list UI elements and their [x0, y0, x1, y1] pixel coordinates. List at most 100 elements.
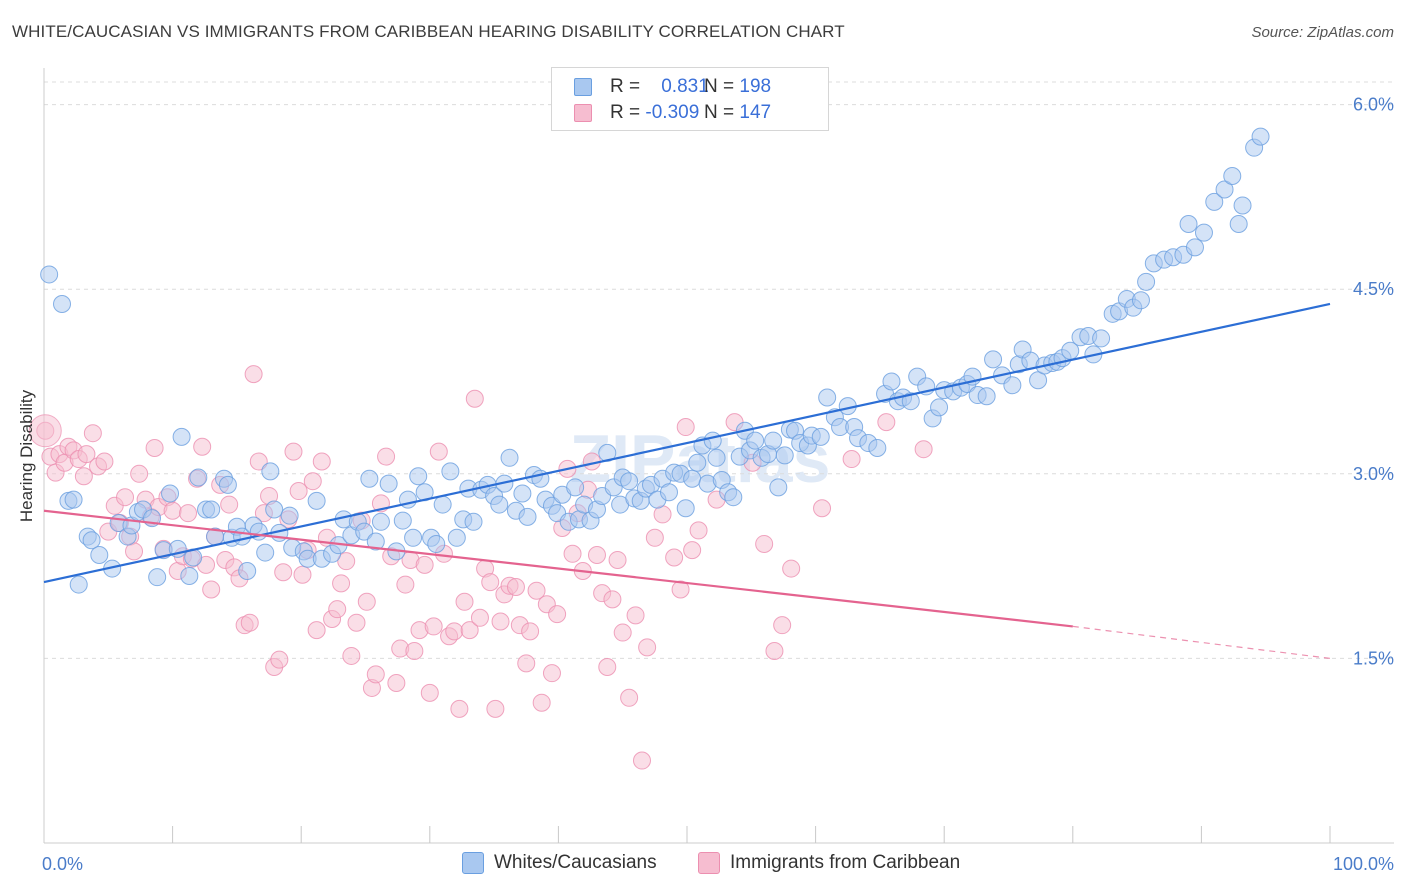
caribbean-point: [782, 559, 801, 578]
x-ticks: [172, 826, 1331, 843]
white-point: [688, 453, 707, 472]
y-tick-label: 1.5%: [1353, 648, 1394, 668]
caribbean-point: [377, 447, 396, 466]
white-point: [280, 506, 299, 525]
white-point: [620, 472, 639, 491]
caribbean-point: [396, 575, 415, 594]
caribbean-point: [387, 674, 406, 693]
caribbean-point: [179, 504, 198, 523]
caribbean-point: [638, 638, 657, 657]
caribbean-point: [689, 521, 708, 540]
white-point: [172, 427, 191, 446]
white-point: [409, 467, 428, 486]
legend-r-label: R =: [610, 102, 641, 123]
white-point: [707, 448, 726, 467]
caribbean-point: [420, 683, 439, 702]
white-point: [1251, 127, 1270, 146]
white-point: [360, 469, 379, 488]
legend-row-caribbean: R = -0.309 N = 147: [574, 102, 771, 128]
white-point: [1179, 214, 1198, 233]
white-point: [366, 532, 385, 551]
white-point: [90, 546, 109, 565]
pink-swatch: [698, 852, 720, 874]
x-tick-label-max: 100.0%: [1333, 854, 1394, 874]
source-label: Source: ZipAtlas.com: [1251, 24, 1394, 41]
caribbean-point: [130, 464, 149, 483]
white-point: [53, 294, 72, 313]
white-point: [441, 462, 460, 481]
bottom-legend-caribbean: Immigrants from Caribbean: [698, 852, 960, 874]
caribbean-point: [563, 544, 582, 563]
caribbean-point: [676, 418, 695, 437]
white-point: [393, 511, 412, 530]
caribbean-point: [486, 699, 505, 718]
caribbean-point: [284, 442, 303, 461]
white-point: [64, 490, 83, 509]
white-point: [202, 500, 221, 519]
caribbean-point: [460, 621, 479, 640]
caribbean-point-large: [28, 414, 62, 448]
caribbean-point: [163, 501, 182, 520]
caribbean-point: [521, 622, 540, 641]
caribbean-point: [293, 565, 312, 584]
white-point: [379, 474, 398, 493]
white-point: [180, 566, 199, 585]
caribbean-point: [366, 665, 385, 684]
caribbean-point: [842, 450, 861, 469]
legend-r-value: 0.831: [661, 76, 709, 97]
caribbean-point: [83, 424, 102, 443]
caribbean-point: [424, 617, 443, 636]
y-tick-label: 4.5%: [1353, 279, 1394, 299]
caribbean-point: [548, 605, 567, 624]
white-point: [218, 475, 237, 494]
white-point: [703, 431, 722, 450]
white-point: [746, 431, 765, 450]
white-point: [683, 469, 702, 488]
caribbean-point: [645, 528, 664, 547]
legend-n-value: 198: [739, 76, 772, 97]
white-point: [984, 350, 1003, 369]
pink-swatch: [574, 103, 592, 122]
caribbean-point: [429, 442, 448, 461]
white-point: [307, 491, 326, 510]
caribbean-point: [632, 751, 651, 770]
white-trend-line: [43, 302, 1331, 584]
white-point: [161, 484, 180, 503]
white-point: [238, 562, 257, 581]
white-point: [261, 462, 280, 481]
white-point: [1205, 192, 1224, 211]
white-point: [40, 265, 59, 284]
white-point: [1233, 196, 1252, 215]
caribbean-trend-extension: [1072, 625, 1331, 659]
white-point: [882, 372, 901, 391]
legend-n-label: N =: [704, 76, 735, 97]
caribbean-point: [240, 613, 259, 632]
caribbean-point: [74, 467, 93, 486]
caribbean-point: [249, 452, 268, 471]
white-point: [868, 438, 887, 457]
white-point: [1223, 166, 1242, 185]
caribbean-point: [145, 438, 164, 457]
caribbean-point: [450, 699, 469, 718]
white-point: [148, 568, 167, 587]
caribbean-point: [470, 608, 489, 627]
white-point: [1215, 180, 1234, 199]
caribbean-point: [765, 642, 784, 661]
caribbean-point: [542, 664, 561, 683]
caribbean-point: [506, 578, 525, 597]
white-point: [513, 484, 532, 503]
caribbean-point: [116, 488, 135, 507]
white-point: [82, 531, 101, 550]
white-point: [566, 478, 585, 497]
caribbean-point: [665, 548, 684, 567]
caribbean-point: [357, 592, 376, 611]
white-point: [265, 500, 284, 519]
white-point: [1003, 376, 1022, 395]
trend-lines: [43, 302, 1331, 659]
y-tick-label: 6.0%: [1353, 95, 1394, 115]
caribbean-point: [274, 563, 293, 582]
caribbean-point: [270, 650, 289, 669]
white-point: [1229, 214, 1248, 233]
white-point: [1194, 223, 1213, 242]
caribbean-point: [337, 552, 356, 571]
